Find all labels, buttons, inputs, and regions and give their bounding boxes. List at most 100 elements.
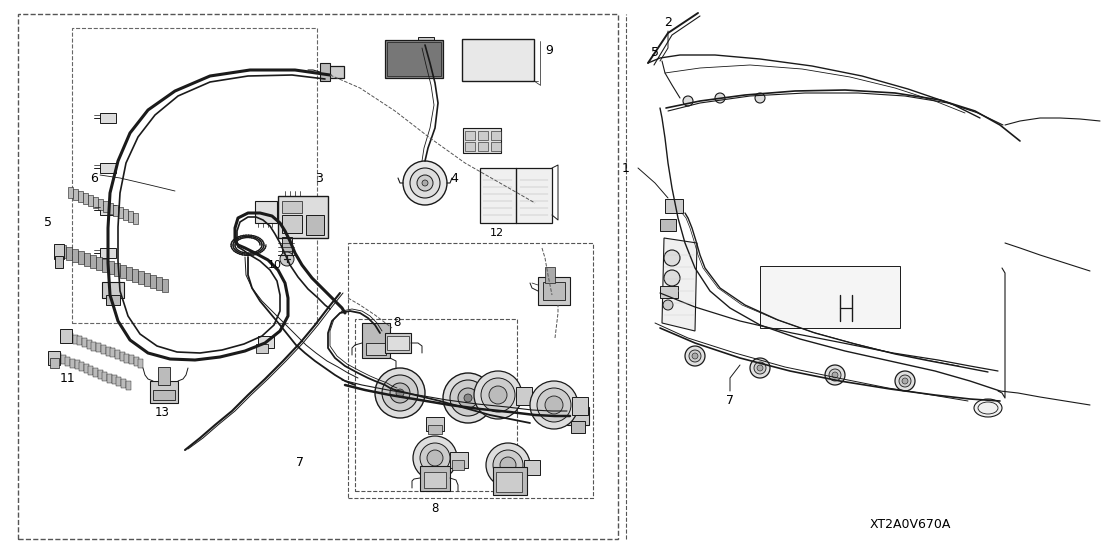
- Bar: [133, 213, 138, 224]
- Circle shape: [375, 368, 425, 418]
- Bar: [89, 366, 93, 375]
- Bar: [138, 359, 143, 368]
- Bar: [567, 407, 589, 425]
- Bar: [111, 348, 115, 357]
- Bar: [117, 207, 123, 218]
- Bar: [465, 142, 475, 151]
- Bar: [103, 201, 107, 212]
- Bar: [156, 277, 162, 290]
- Bar: [84, 364, 89, 373]
- Bar: [92, 342, 96, 351]
- Bar: [68, 333, 73, 342]
- Bar: [86, 340, 92, 349]
- Bar: [491, 131, 501, 140]
- Bar: [283, 215, 302, 233]
- Bar: [660, 286, 678, 298]
- Bar: [70, 358, 75, 368]
- Circle shape: [530, 381, 578, 429]
- Bar: [283, 237, 293, 255]
- Circle shape: [420, 443, 450, 473]
- Bar: [524, 460, 540, 475]
- Bar: [61, 355, 65, 364]
- Bar: [78, 336, 82, 346]
- Bar: [129, 355, 134, 364]
- Circle shape: [417, 175, 433, 191]
- Circle shape: [755, 93, 765, 103]
- Bar: [96, 343, 101, 352]
- Circle shape: [382, 375, 418, 411]
- Bar: [493, 467, 527, 495]
- Bar: [153, 390, 175, 400]
- Bar: [387, 336, 409, 350]
- Bar: [462, 39, 534, 81]
- Circle shape: [829, 369, 841, 381]
- Bar: [320, 63, 330, 81]
- Bar: [79, 362, 84, 372]
- Circle shape: [413, 436, 456, 480]
- Circle shape: [427, 450, 443, 466]
- Text: 5: 5: [44, 217, 52, 229]
- Bar: [60, 329, 72, 343]
- Bar: [101, 345, 106, 354]
- Bar: [78, 251, 84, 264]
- Bar: [571, 421, 585, 433]
- Bar: [55, 256, 63, 268]
- Circle shape: [832, 372, 838, 378]
- Bar: [102, 372, 107, 380]
- Circle shape: [403, 161, 447, 205]
- Bar: [355, 319, 517, 491]
- Circle shape: [489, 386, 507, 404]
- Bar: [134, 357, 138, 366]
- Bar: [256, 344, 268, 353]
- Bar: [18, 14, 618, 539]
- Circle shape: [902, 378, 907, 384]
- Bar: [129, 211, 133, 222]
- Bar: [384, 333, 411, 353]
- Polygon shape: [661, 238, 697, 331]
- Text: 6: 6: [90, 171, 98, 185]
- Circle shape: [500, 457, 516, 473]
- Circle shape: [474, 371, 522, 419]
- Bar: [478, 131, 488, 140]
- Bar: [158, 367, 170, 385]
- Circle shape: [464, 394, 472, 402]
- Text: 1: 1: [622, 161, 629, 175]
- Text: 3: 3: [315, 171, 322, 185]
- Bar: [120, 352, 125, 361]
- Bar: [57, 353, 61, 362]
- Bar: [538, 277, 570, 305]
- Bar: [88, 195, 93, 206]
- Bar: [84, 253, 90, 266]
- Bar: [124, 353, 130, 363]
- Bar: [98, 199, 103, 210]
- Bar: [72, 249, 78, 262]
- Bar: [387, 42, 441, 76]
- Bar: [516, 387, 532, 405]
- Bar: [112, 375, 116, 384]
- Circle shape: [493, 450, 523, 480]
- Circle shape: [755, 362, 766, 374]
- Text: 4: 4: [450, 171, 458, 185]
- Bar: [66, 247, 72, 260]
- Bar: [255, 201, 277, 223]
- Text: 7: 7: [296, 456, 304, 469]
- Bar: [463, 128, 501, 153]
- Ellipse shape: [974, 399, 1002, 417]
- Text: 11: 11: [60, 372, 75, 384]
- Bar: [48, 351, 60, 365]
- Bar: [760, 266, 900, 328]
- Bar: [491, 142, 501, 151]
- Bar: [362, 323, 390, 358]
- Circle shape: [443, 373, 493, 423]
- Bar: [96, 257, 102, 270]
- Bar: [74, 361, 80, 369]
- Text: 7: 7: [726, 394, 733, 406]
- Circle shape: [750, 358, 770, 378]
- Bar: [428, 425, 442, 434]
- Bar: [283, 201, 302, 213]
- Bar: [425, 417, 444, 431]
- Bar: [82, 338, 88, 347]
- Text: 2: 2: [664, 17, 671, 29]
- Bar: [106, 295, 120, 305]
- Bar: [107, 374, 112, 383]
